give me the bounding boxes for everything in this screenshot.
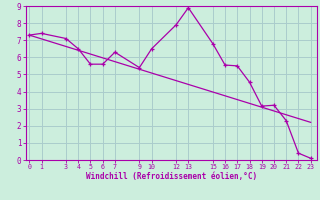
X-axis label: Windchill (Refroidissement éolien,°C): Windchill (Refroidissement éolien,°C) — [86, 172, 257, 181]
